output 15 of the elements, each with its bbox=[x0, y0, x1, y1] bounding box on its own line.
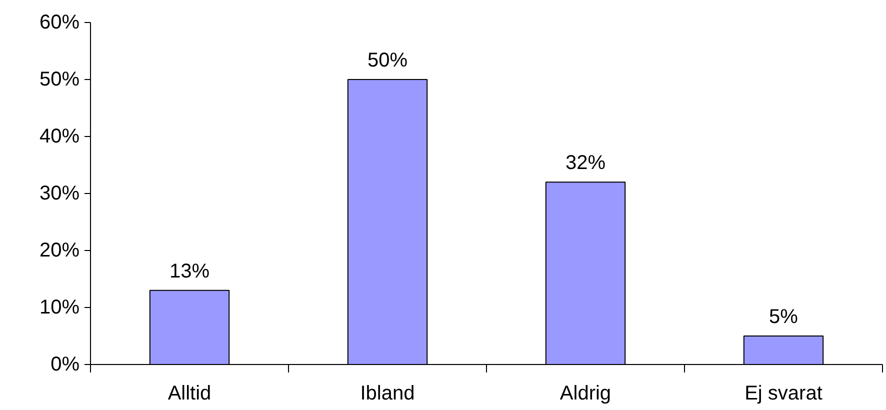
data-label: 13% bbox=[169, 260, 210, 282]
data-label: 50% bbox=[367, 50, 408, 72]
y-tick-label: 50% bbox=[39, 68, 80, 90]
data-label: 5% bbox=[769, 306, 798, 328]
data-label: 32% bbox=[565, 152, 606, 174]
y-tick-label: 40% bbox=[39, 126, 80, 148]
y-tick-label: 20% bbox=[39, 240, 80, 262]
x-tick-label: Alltid bbox=[168, 382, 212, 404]
x-tick-label: Aldrig bbox=[560, 382, 612, 404]
x-tick-label: Ibland bbox=[360, 382, 415, 404]
x-tick-label: Ej svarat bbox=[744, 382, 823, 404]
y-tick-label: 30% bbox=[39, 182, 80, 204]
y-tick-label: 0% bbox=[50, 354, 80, 376]
y-tick-label: 60% bbox=[39, 12, 80, 34]
y-tick-label: 10% bbox=[39, 296, 80, 318]
